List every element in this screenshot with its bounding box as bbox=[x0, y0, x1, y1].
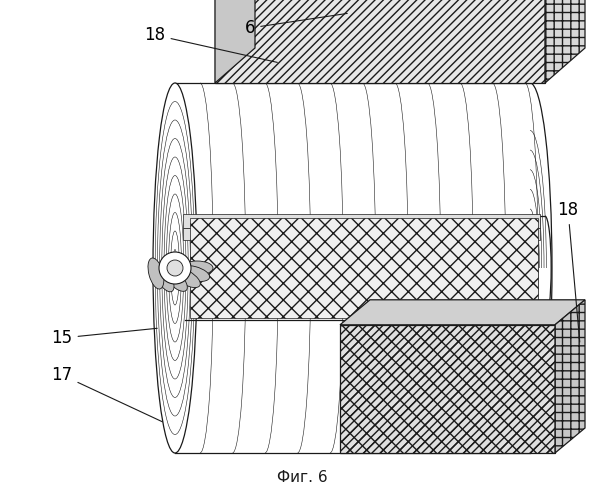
Polygon shape bbox=[555, 300, 585, 453]
Circle shape bbox=[159, 252, 191, 284]
Text: 18: 18 bbox=[557, 201, 580, 342]
Polygon shape bbox=[215, 0, 545, 83]
Circle shape bbox=[167, 260, 183, 276]
Ellipse shape bbox=[172, 268, 200, 287]
Polygon shape bbox=[340, 325, 555, 453]
Ellipse shape bbox=[163, 266, 188, 291]
Ellipse shape bbox=[154, 264, 174, 292]
Text: 18: 18 bbox=[145, 26, 277, 63]
Ellipse shape bbox=[148, 258, 164, 289]
Text: 15: 15 bbox=[51, 328, 157, 347]
Ellipse shape bbox=[153, 83, 197, 453]
Ellipse shape bbox=[181, 261, 213, 275]
Polygon shape bbox=[215, 0, 255, 83]
Text: 17: 17 bbox=[51, 366, 163, 422]
Text: 16: 16 bbox=[0, 499, 1, 500]
Text: 6: 6 bbox=[245, 14, 347, 37]
Polygon shape bbox=[545, 0, 585, 83]
Polygon shape bbox=[183, 214, 540, 228]
Polygon shape bbox=[340, 300, 585, 325]
Polygon shape bbox=[183, 228, 540, 240]
Polygon shape bbox=[190, 218, 538, 318]
Ellipse shape bbox=[178, 266, 209, 281]
Text: Фиг. 6: Фиг. 6 bbox=[276, 470, 327, 486]
